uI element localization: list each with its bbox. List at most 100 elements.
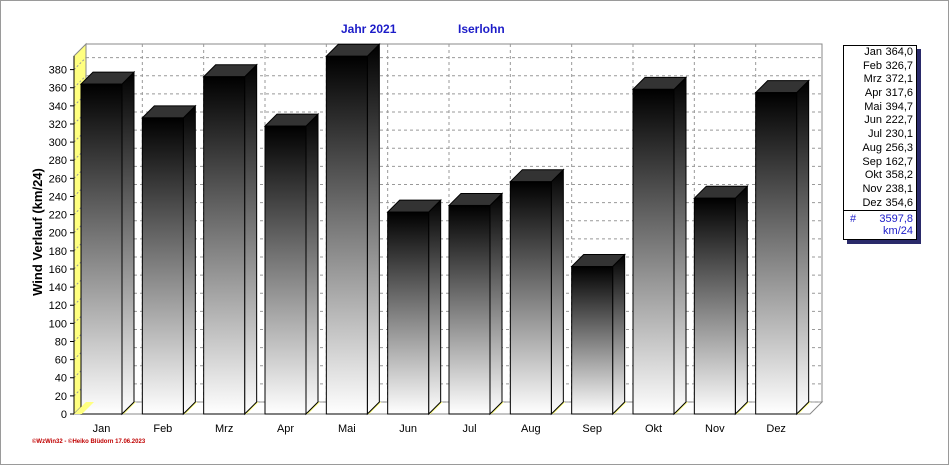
bar-jan: [80, 83, 123, 415]
chart-title-location: Iserlohn: [458, 22, 505, 36]
legend-month: Okt: [864, 169, 882, 182]
bar-nov: [693, 197, 736, 415]
legend-value: 256,3: [885, 141, 913, 154]
bar-okt: [632, 88, 675, 415]
legend-value: 394,7: [885, 100, 913, 113]
legend-row: Aug 256,3: [844, 142, 916, 156]
legend-month: Jul: [867, 128, 882, 141]
bar-side: [182, 104, 196, 416]
legend-value: 317,6: [885, 87, 913, 100]
legend-month: Sep: [862, 155, 882, 168]
bar-side: [734, 184, 748, 416]
y-tick-label: 0: [61, 409, 67, 421]
y-tick-label: 320: [49, 119, 67, 131]
legend-row: Jan 364,0: [844, 46, 916, 60]
legend-value: 326,7: [885, 59, 913, 72]
y-tick-label: 140: [49, 282, 67, 294]
y-tick-label: 380: [49, 65, 67, 77]
x-tick-label: Nov: [705, 423, 725, 435]
gridline-y-side: [73, 75, 87, 89]
legend-row: Mai 394,7: [844, 101, 916, 115]
bar-apr: [264, 125, 307, 415]
legend-month: Apr: [864, 87, 882, 100]
gridline-y-side: [73, 57, 87, 70]
bar-side: [796, 79, 810, 416]
legend-row: Nov 238,1: [844, 183, 916, 197]
legend-total-unit: km/24: [883, 225, 913, 238]
gridline-y-side: [73, 184, 87, 197]
bar-mai: [325, 55, 368, 415]
legend-value: 162,7: [885, 155, 913, 168]
bar-side: [366, 43, 380, 416]
legend-row: Dez 354,6: [844, 197, 916, 211]
gridline-y-side: [73, 147, 87, 161]
x-tick-label: Mrz: [215, 423, 233, 435]
gridline-y-side: [73, 111, 87, 125]
x-tick-label: Jan: [93, 423, 111, 435]
x-tick-label: Apr: [277, 423, 294, 435]
bar-jul: [448, 204, 491, 415]
gridline-y-side: [73, 202, 87, 215]
footer-copyright: ©WzWin32 - ©Heiko Blüdorn 17.06.2023: [32, 438, 146, 445]
y-tick-label: 120: [49, 300, 67, 312]
gridline-y-side: [73, 220, 87, 234]
bar-aug: [509, 181, 552, 415]
y-tick-label: 200: [49, 228, 67, 240]
legend-row: Mrz 372,1: [844, 73, 916, 87]
legend-value: 238,1: [885, 182, 913, 195]
gridline-y-side: [73, 166, 87, 179]
axis-floor-pad: [74, 402, 94, 414]
bar-sep: [571, 266, 614, 415]
legend-row: Feb 326,7: [844, 60, 916, 74]
y-tick-label: 340: [49, 101, 67, 113]
gridline-y-side: [73, 274, 87, 288]
y-tick-label: 300: [49, 137, 67, 149]
legend-month: Aug: [862, 141, 882, 154]
y-axis-label: Wind Verlauf (km/24): [30, 168, 45, 296]
x-tick-label: Aug: [521, 423, 541, 435]
y-tick-label: 240: [49, 191, 67, 203]
legend-value: 230,1: [885, 128, 913, 141]
legend-month: Dez: [862, 196, 882, 209]
x-tick-label: Jul: [462, 423, 476, 435]
legend-value: 358,2: [885, 169, 913, 182]
bar-dez: [755, 92, 798, 415]
legend-row: Sep 162,7: [844, 156, 916, 170]
x-tick-label: Sep: [582, 423, 602, 435]
gridline-y-side: [73, 256, 87, 270]
legend-row: Apr 317,6: [844, 87, 916, 101]
legend-month: Nov: [862, 182, 882, 195]
bar-side: [121, 70, 135, 416]
y-tick-label: 360: [49, 83, 67, 95]
x-tick-label: Mai: [338, 423, 356, 435]
gridline-y-side: [73, 365, 87, 379]
legend-value: 372,1: [885, 73, 913, 86]
legend-row: Jun 222,7: [844, 114, 916, 128]
gridline-y-side: [73, 311, 87, 324]
bar-side: [550, 168, 564, 416]
bar-side: [612, 253, 626, 416]
y-tick-label: 280: [49, 155, 67, 167]
bar-jun: [387, 211, 430, 415]
y-tick-label: 260: [49, 173, 67, 185]
gridline-y-side: [73, 238, 87, 252]
y-tick-label: 40: [55, 373, 67, 385]
y-tick-label: 160: [49, 264, 67, 276]
legend-total: # 3597,8 km/24: [844, 210, 916, 239]
legend-month: Mrz: [863, 73, 882, 86]
gridline-y-side: [73, 93, 87, 107]
legend-row: Jul 230,1: [844, 128, 916, 142]
x-tick-label: Jun: [399, 423, 417, 435]
legend-value: 364,0: [885, 46, 913, 58]
legend-total-symbol: #: [850, 213, 857, 226]
chart-title-year: Jahr 2021: [341, 22, 397, 36]
legend: Jan 364,0 Feb 326,7 Mrz 372,1 Apr 317,6 Mai 394,7…: [843, 45, 917, 241]
y-tick-label: 60: [55, 355, 67, 367]
legend-month: Mai: [864, 100, 882, 113]
legend-value: 354,6: [885, 196, 913, 209]
gridline-y-side: [73, 329, 87, 342]
legend-total-value: 3597,8: [879, 213, 913, 226]
bar-side: [244, 63, 258, 416]
x-tick-label: Dez: [766, 423, 786, 435]
